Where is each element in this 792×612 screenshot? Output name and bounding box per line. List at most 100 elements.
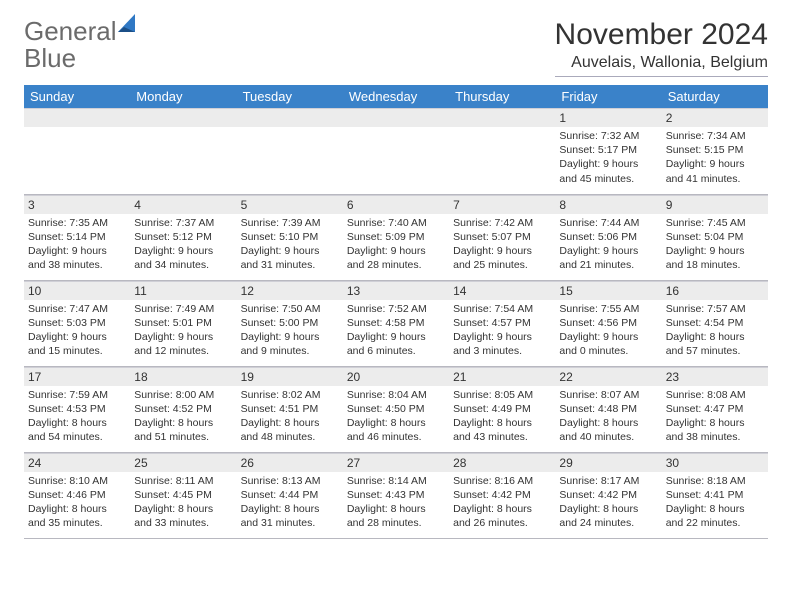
day-number: 26	[237, 453, 343, 472]
day-number: 21	[449, 367, 555, 386]
title-block: November 2024 Auvelais, Wallonia, Belgiu…	[555, 18, 768, 77]
day-number	[130, 108, 236, 127]
day-number: 2	[662, 108, 768, 127]
day-number	[449, 108, 555, 127]
sail-icon	[118, 14, 138, 34]
calendar-cell: 12Sunrise: 7:50 AMSunset: 5:00 PMDayligh…	[237, 280, 343, 366]
day-body: Sunrise: 7:52 AMSunset: 4:58 PMDaylight:…	[343, 300, 449, 363]
day-body: Sunrise: 7:54 AMSunset: 4:57 PMDaylight:…	[449, 300, 555, 363]
calendar-cell: 5Sunrise: 7:39 AMSunset: 5:10 PMDaylight…	[237, 194, 343, 280]
calendar-cell: 19Sunrise: 8:02 AMSunset: 4:51 PMDayligh…	[237, 366, 343, 452]
calendar-cell: 27Sunrise: 8:14 AMSunset: 4:43 PMDayligh…	[343, 452, 449, 538]
day-body: Sunrise: 8:07 AMSunset: 4:48 PMDaylight:…	[555, 386, 661, 449]
calendar-week-row: 1Sunrise: 7:32 AMSunset: 5:17 PMDaylight…	[24, 108, 768, 194]
calendar-cell: 10Sunrise: 7:47 AMSunset: 5:03 PMDayligh…	[24, 280, 130, 366]
day-body: Sunrise: 7:37 AMSunset: 5:12 PMDaylight:…	[130, 214, 236, 277]
calendar-week-row: 3Sunrise: 7:35 AMSunset: 5:14 PMDaylight…	[24, 194, 768, 280]
day-number: 30	[662, 453, 768, 472]
calendar-cell: 20Sunrise: 8:04 AMSunset: 4:50 PMDayligh…	[343, 366, 449, 452]
day-body: Sunrise: 8:05 AMSunset: 4:49 PMDaylight:…	[449, 386, 555, 449]
calendar-cell	[24, 108, 130, 194]
day-number: 11	[130, 281, 236, 300]
calendar-cell: 29Sunrise: 8:17 AMSunset: 4:42 PMDayligh…	[555, 452, 661, 538]
day-number: 13	[343, 281, 449, 300]
calendar-head: SundayMondayTuesdayWednesdayThursdayFrid…	[24, 85, 768, 108]
calendar-cell: 7Sunrise: 7:42 AMSunset: 5:07 PMDaylight…	[449, 194, 555, 280]
day-number: 15	[555, 281, 661, 300]
day-body: Sunrise: 8:18 AMSunset: 4:41 PMDaylight:…	[662, 472, 768, 535]
calendar-cell: 25Sunrise: 8:11 AMSunset: 4:45 PMDayligh…	[130, 452, 236, 538]
brand-logo: General Blue	[24, 18, 138, 72]
day-body: Sunrise: 7:35 AMSunset: 5:14 PMDaylight:…	[24, 214, 130, 277]
day-body: Sunrise: 8:13 AMSunset: 4:44 PMDaylight:…	[237, 472, 343, 535]
day-number	[24, 108, 130, 127]
calendar-cell: 14Sunrise: 7:54 AMSunset: 4:57 PMDayligh…	[449, 280, 555, 366]
day-number: 16	[662, 281, 768, 300]
calendar-table: SundayMondayTuesdayWednesdayThursdayFrid…	[24, 85, 768, 539]
calendar-cell: 13Sunrise: 7:52 AMSunset: 4:58 PMDayligh…	[343, 280, 449, 366]
brand-text: General Blue	[24, 18, 138, 72]
day-number: 12	[237, 281, 343, 300]
day-number: 4	[130, 195, 236, 214]
day-number: 29	[555, 453, 661, 472]
calendar-cell: 2Sunrise: 7:34 AMSunset: 5:15 PMDaylight…	[662, 108, 768, 194]
calendar-cell: 21Sunrise: 8:05 AMSunset: 4:49 PMDayligh…	[449, 366, 555, 452]
day-body: Sunrise: 7:32 AMSunset: 5:17 PMDaylight:…	[555, 127, 661, 190]
calendar-cell: 9Sunrise: 7:45 AMSunset: 5:04 PMDaylight…	[662, 194, 768, 280]
day-body: Sunrise: 8:08 AMSunset: 4:47 PMDaylight:…	[662, 386, 768, 449]
day-number: 27	[343, 453, 449, 472]
day-number: 17	[24, 367, 130, 386]
calendar-cell: 4Sunrise: 7:37 AMSunset: 5:12 PMDaylight…	[130, 194, 236, 280]
location: Auvelais, Wallonia, Belgium	[555, 54, 768, 77]
day-number: 22	[555, 367, 661, 386]
day-body: Sunrise: 8:10 AMSunset: 4:46 PMDaylight:…	[24, 472, 130, 535]
day-number: 10	[24, 281, 130, 300]
calendar-cell: 8Sunrise: 7:44 AMSunset: 5:06 PMDaylight…	[555, 194, 661, 280]
day-body: Sunrise: 7:50 AMSunset: 5:00 PMDaylight:…	[237, 300, 343, 363]
calendar-cell: 16Sunrise: 7:57 AMSunset: 4:54 PMDayligh…	[662, 280, 768, 366]
header: General Blue November 2024 Auvelais, Wal…	[24, 18, 768, 77]
month-title: November 2024	[555, 18, 768, 52]
day-body: Sunrise: 7:59 AMSunset: 4:53 PMDaylight:…	[24, 386, 130, 449]
brand-name-b: Blue	[24, 43, 76, 73]
weekday-header: Thursday	[449, 85, 555, 108]
day-body: Sunrise: 7:47 AMSunset: 5:03 PMDaylight:…	[24, 300, 130, 363]
day-number: 9	[662, 195, 768, 214]
day-number: 8	[555, 195, 661, 214]
day-body: Sunrise: 7:39 AMSunset: 5:10 PMDaylight:…	[237, 214, 343, 277]
day-body: Sunrise: 8:00 AMSunset: 4:52 PMDaylight:…	[130, 386, 236, 449]
day-number: 14	[449, 281, 555, 300]
day-body: Sunrise: 8:02 AMSunset: 4:51 PMDaylight:…	[237, 386, 343, 449]
day-body: Sunrise: 7:57 AMSunset: 4:54 PMDaylight:…	[662, 300, 768, 363]
day-number: 25	[130, 453, 236, 472]
day-number	[237, 108, 343, 127]
calendar-body: 1Sunrise: 7:32 AMSunset: 5:17 PMDaylight…	[24, 108, 768, 538]
calendar-cell	[449, 108, 555, 194]
day-body: Sunrise: 7:40 AMSunset: 5:09 PMDaylight:…	[343, 214, 449, 277]
day-body: Sunrise: 7:34 AMSunset: 5:15 PMDaylight:…	[662, 127, 768, 190]
calendar-cell: 23Sunrise: 8:08 AMSunset: 4:47 PMDayligh…	[662, 366, 768, 452]
calendar-cell: 17Sunrise: 7:59 AMSunset: 4:53 PMDayligh…	[24, 366, 130, 452]
calendar-cell: 30Sunrise: 8:18 AMSunset: 4:41 PMDayligh…	[662, 452, 768, 538]
calendar-cell	[237, 108, 343, 194]
calendar-cell: 11Sunrise: 7:49 AMSunset: 5:01 PMDayligh…	[130, 280, 236, 366]
calendar-cell	[343, 108, 449, 194]
day-number: 6	[343, 195, 449, 214]
calendar-week-row: 17Sunrise: 7:59 AMSunset: 4:53 PMDayligh…	[24, 366, 768, 452]
calendar-cell: 15Sunrise: 7:55 AMSunset: 4:56 PMDayligh…	[555, 280, 661, 366]
calendar-cell: 18Sunrise: 8:00 AMSunset: 4:52 PMDayligh…	[130, 366, 236, 452]
day-number: 7	[449, 195, 555, 214]
calendar-week-row: 10Sunrise: 7:47 AMSunset: 5:03 PMDayligh…	[24, 280, 768, 366]
day-body: Sunrise: 8:14 AMSunset: 4:43 PMDaylight:…	[343, 472, 449, 535]
calendar-cell: 26Sunrise: 8:13 AMSunset: 4:44 PMDayligh…	[237, 452, 343, 538]
brand-name-a: General	[24, 16, 117, 46]
day-number: 1	[555, 108, 661, 127]
day-number: 24	[24, 453, 130, 472]
weekday-header: Tuesday	[237, 85, 343, 108]
day-body: Sunrise: 8:11 AMSunset: 4:45 PMDaylight:…	[130, 472, 236, 535]
weekday-header: Sunday	[24, 85, 130, 108]
day-number: 20	[343, 367, 449, 386]
weekday-header: Saturday	[662, 85, 768, 108]
weekday-header: Wednesday	[343, 85, 449, 108]
weekday-header: Monday	[130, 85, 236, 108]
